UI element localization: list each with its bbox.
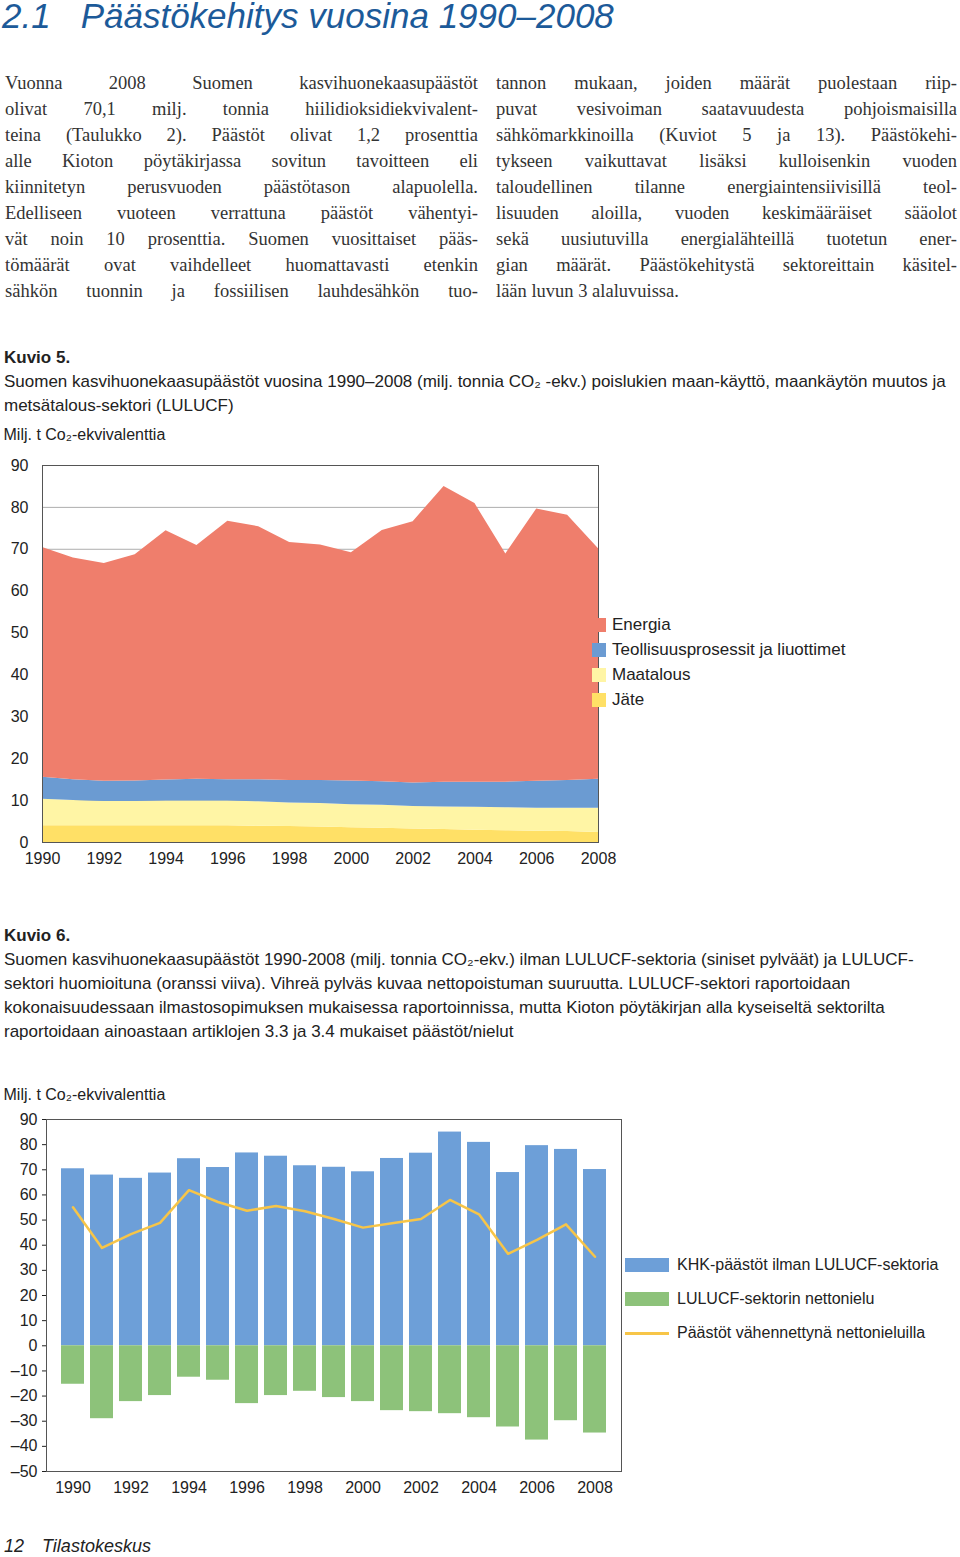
svg-text:50: 50 — [11, 624, 29, 641]
svg-text:2002: 2002 — [403, 1479, 439, 1496]
svg-text:1992: 1992 — [86, 850, 122, 867]
svg-text:40: 40 — [20, 1236, 38, 1253]
svg-text:–40: –40 — [11, 1437, 38, 1454]
html-text:KHK-päästöt ilman LULUCF-sekto: KHK-päästöt ilman LULUCF-sektoria — [677, 1256, 939, 1273]
html-text:olivat 70,1 milj. tonnia hiili: olivat 70,1 milj. tonnia hiilidioksidiek… — [5, 99, 478, 119]
svg-text:1992: 1992 — [113, 1479, 149, 1496]
html-text:12: 12 — [4, 1536, 24, 1556]
svg-text:80: 80 — [20, 1136, 38, 1153]
html-text:Vuonna 2008 Suomen kasvihuonek: Vuonna 2008 Suomen kasvihuonekaasupäästö… — [5, 73, 478, 93]
svg-text:–30: –30 — [11, 1412, 38, 1429]
html-text:sähkömarkkinoilla (Kuviot 5 ja: sähkömarkkinoilla (Kuviot 5 ja 13). Pääs… — [496, 125, 957, 145]
html-text:alle Kioton pöytäkirjassa sovi: alle Kioton pöytäkirjassa sovitun tavoit… — [5, 151, 478, 171]
html-text:Jäte: Jäte — [612, 690, 645, 709]
svg-text:2008: 2008 — [577, 1479, 613, 1496]
svg-text:30: 30 — [11, 708, 29, 725]
svg-text:2000: 2000 — [345, 1479, 381, 1496]
svg-text:0: 0 — [20, 834, 29, 851]
html-text:Kuvio 5.: Kuvio 5. — [4, 348, 71, 367]
svg-text:1998: 1998 — [272, 850, 308, 867]
html-text:lään luvun 3 alaluvuissa.: lään luvun 3 alaluvuissa. — [496, 281, 679, 301]
svg-text:2002: 2002 — [395, 850, 431, 867]
svg-text:2006: 2006 — [519, 1479, 555, 1496]
html-text:Energia: Energia — [612, 615, 671, 634]
svg-text:2000: 2000 — [334, 850, 370, 867]
svg-text:Milj. t Co₂-ekvivalenttia: Milj. t Co₂-ekvivalenttia — [4, 1086, 166, 1103]
html-text:Suomen kasvihuonekaasupäästöt: Suomen kasvihuonekaasupäästöt 1990-2008 … — [4, 950, 914, 1041]
svg-text:1990: 1990 — [25, 850, 61, 867]
svg-text:60: 60 — [20, 1186, 38, 1203]
svg-text:90: 90 — [20, 1111, 38, 1128]
svg-text:–20: –20 — [11, 1387, 38, 1404]
svg-text:50: 50 — [20, 1211, 38, 1228]
html-text:kiinnitetyn perusvuoden päästö: kiinnitetyn perusvuoden päästötason alap… — [5, 177, 478, 197]
svg-text:70: 70 — [11, 540, 29, 557]
svg-text:1990: 1990 — [55, 1479, 91, 1496]
html-text:sekä uusiutuvilla energialähte: sekä uusiutuvilla energialähteillä tuote… — [496, 229, 957, 249]
html-text:vät noin 10 prosenttia. Suomen: vät noin 10 prosenttia. Suomen vuosittai… — [5, 229, 478, 249]
svg-text:10: 10 — [20, 1312, 38, 1329]
html-text:taloudellinen tilanne energiai: taloudellinen tilanne energiaintensiivis… — [496, 177, 957, 197]
html-text:lisuuden aloilla, vuoden keski: lisuuden aloilla, vuoden keskimääräiset … — [496, 203, 957, 223]
html-text:tömäärät ovat vaihdelleet huom: tömäärät ovat vaihdelleet huomattavasti … — [5, 255, 478, 275]
html-text:tykseen vaikuttavat lisäksi ku: tykseen vaikuttavat lisäksi kulloisenkin… — [496, 151, 957, 171]
svg-text:2004: 2004 — [461, 1479, 497, 1496]
svg-text:1994: 1994 — [171, 1479, 207, 1496]
svg-text:0: 0 — [29, 1337, 38, 1354]
svg-text:2006: 2006 — [519, 850, 555, 867]
svg-text:2008: 2008 — [581, 850, 617, 867]
svg-text:20: 20 — [11, 750, 29, 767]
html-text:sähkön tuonnin ja fossiilisen: sähkön tuonnin ja fossiilisen lauhdesähk… — [5, 281, 478, 301]
svg-text:–10: –10 — [11, 1362, 38, 1379]
html-text:Teollisuusprosessit ja liuotti: Teollisuusprosessit ja liuottimet — [612, 640, 846, 659]
html-text:Tilastokeskus: Tilastokeskus — [42, 1536, 151, 1556]
svg-text:20: 20 — [20, 1287, 38, 1304]
svg-text:2004: 2004 — [457, 850, 493, 867]
svg-text:1994: 1994 — [148, 850, 184, 867]
svg-text:1996: 1996 — [229, 1479, 265, 1496]
html-text:Kuvio 6.: Kuvio 6. — [4, 926, 71, 945]
svg-text:40: 40 — [11, 666, 29, 683]
svg-text:60: 60 — [11, 582, 29, 599]
html-text:LULUCF-sektorin nettonielu: LULUCF-sektorin nettonielu — [677, 1290, 875, 1307]
html-text:Päästöt vähennettynä nettoniel: Päästöt vähennettynä nettonieluilla — [677, 1324, 926, 1341]
svg-text:90: 90 — [11, 457, 29, 474]
svg-text:70: 70 — [20, 1161, 38, 1178]
html-text:gian määrät. Päästökehitystä s: gian määrät. Päästökehitystä sektoreitta… — [496, 255, 957, 275]
html-text:tannon mukaan, joiden määrät p: tannon mukaan, joiden määrät puolestaan … — [496, 73, 957, 93]
svg-text:30: 30 — [20, 1261, 38, 1278]
svg-text:1996: 1996 — [210, 850, 246, 867]
html-text:Edelliseen vuoteen verrattuna: Edelliseen vuoteen verrattuna päästöt vä… — [5, 203, 478, 223]
html-text:teina (Taulukko 2). Päästöt ol: teina (Taulukko 2). Päästöt olivat 1,2 p… — [5, 125, 478, 145]
svg-text:–50: –50 — [11, 1463, 38, 1480]
html-text:Suomen kasvihuonekaasupäästöt: Suomen kasvihuonekaasupäästöt vuosina 19… — [4, 372, 946, 415]
svg-text:80: 80 — [11, 499, 29, 516]
html-text:Maatalous: Maatalous — [612, 665, 691, 684]
html-text:puvat vesivoiman saatavuudesta: puvat vesivoiman saatavuudesta pohjoisma… — [496, 99, 957, 119]
svg-text:1998: 1998 — [287, 1479, 323, 1496]
svg-text:Milj. t Co₂-ekvivalenttia: Milj. t Co₂-ekvivalenttia — [4, 426, 166, 443]
svg-text:10: 10 — [11, 792, 29, 809]
